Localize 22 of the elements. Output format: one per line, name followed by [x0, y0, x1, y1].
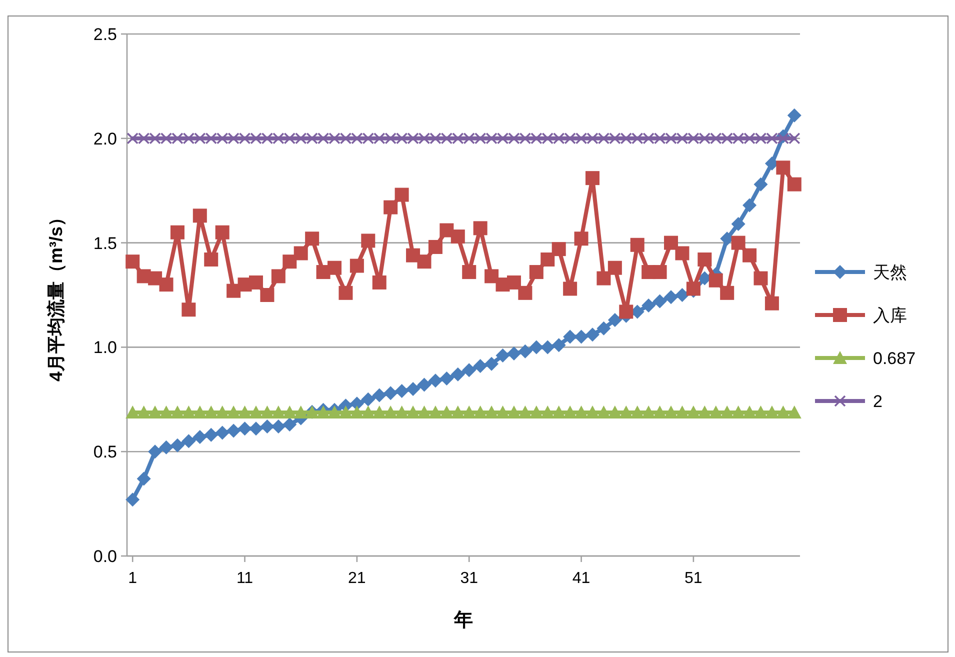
x-tick-label: 41 [572, 570, 590, 587]
y-tick-label: 1.5 [93, 234, 117, 253]
y-tick-label: 2.0 [93, 129, 117, 148]
x-tick-label: 11 [236, 570, 254, 587]
x-tick-label: 31 [460, 570, 478, 587]
legend-item: 入库 [815, 306, 907, 325]
legend-label: 天然 [873, 263, 907, 282]
y-axis-title: 4月平均流量（m³/s） [46, 208, 66, 382]
y-tick-label: 1.0 [93, 338, 117, 358]
x-tick-label: 51 [684, 570, 702, 587]
legend-label: 0.687 [873, 349, 916, 368]
legend-label: 2 [873, 392, 882, 411]
legend-item: 2 [815, 392, 882, 411]
x-tick-label: 21 [348, 570, 366, 587]
y-tick-label: 2.5 [93, 25, 117, 44]
legend-item: 天然 [815, 263, 907, 282]
x-axis-title: 年 [453, 610, 473, 631]
legend-item: 0.687 [815, 349, 916, 368]
legend-label: 入库 [873, 306, 907, 325]
y-tick-label: 0.0 [93, 547, 117, 566]
y-tick-label: 0.5 [93, 442, 117, 462]
x-tick-label: 1 [128, 570, 138, 587]
